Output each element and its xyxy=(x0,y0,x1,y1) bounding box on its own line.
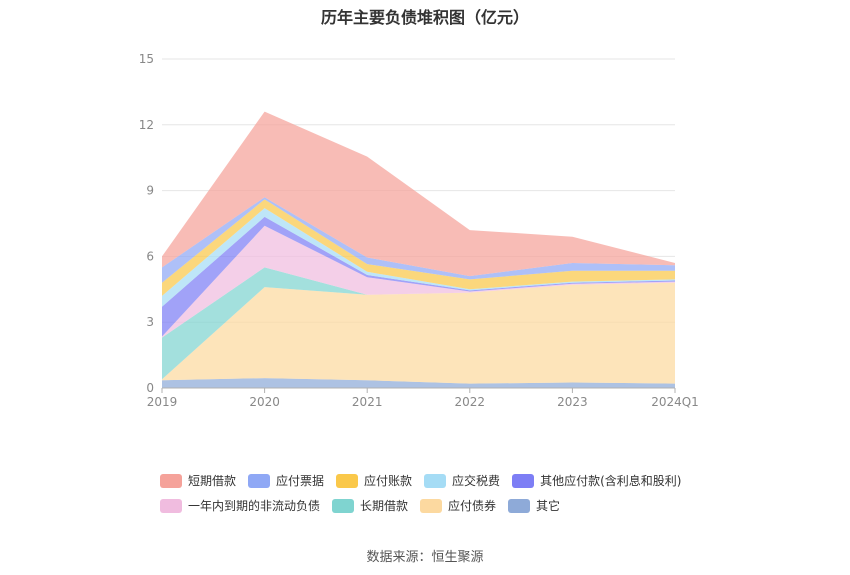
legend-swatch xyxy=(160,473,182,488)
legend-item[interactable]: 长期借款 xyxy=(332,497,408,514)
area-series-3[interactable] xyxy=(162,225,675,338)
legend-item[interactable]: 应付债券 xyxy=(420,497,496,514)
legend-swatch xyxy=(424,473,447,488)
y-tick-label: 6 xyxy=(146,249,154,263)
x-tick-label: 2021 xyxy=(352,395,383,409)
legend-item[interactable]: 应付账款 xyxy=(336,472,412,489)
y-tick-label: 12 xyxy=(139,118,154,132)
legend-label: 长期借款 xyxy=(360,499,409,513)
legend-item[interactable]: 一年内到期的非流动负债 xyxy=(160,497,320,514)
legend-label: 其他应付款(含利息和股利) xyxy=(540,474,682,488)
legend-label: 应付账款 xyxy=(364,474,413,488)
x-tick-label: 2022 xyxy=(455,395,486,409)
legend-label: 应交税费 xyxy=(452,474,501,488)
legend-label: 应付债券 xyxy=(448,499,497,513)
legend-swatch xyxy=(248,473,271,488)
x-tick-label: 2023 xyxy=(557,395,588,409)
y-tick-label: 0 xyxy=(146,381,154,395)
legend-label: 一年内到期的非流动负债 xyxy=(188,499,321,513)
legend-swatch xyxy=(160,498,182,513)
x-tick-label: 2024Q1 xyxy=(651,395,699,409)
area-series-6[interactable] xyxy=(162,199,675,296)
area-series-0[interactable] xyxy=(162,378,675,388)
x-tick-label: 2019 xyxy=(147,395,178,409)
legend-item[interactable]: 应交税费 xyxy=(424,472,500,489)
legend: 短期借款 应付票据 应付账款 应交税费 其他应付款(含利息和股利) 一年内到期的非流动负债… xyxy=(160,472,720,522)
y-tick-label: 9 xyxy=(146,184,154,198)
area-series-1[interactable] xyxy=(162,282,675,384)
y-tick-label: 3 xyxy=(146,315,154,329)
legend-swatch xyxy=(336,473,359,488)
legend-swatch xyxy=(508,498,531,513)
chart-title: 历年主要负债堆积图（亿元） xyxy=(320,8,529,27)
axes: 0 3 6 9 12 15 2019 2020 2021 2022 2023 2024Q1 xyxy=(139,52,699,409)
legend-swatch xyxy=(512,473,535,488)
x-tick-label: 2020 xyxy=(249,395,280,409)
legend-swatch xyxy=(332,498,355,513)
y-tick-label: 15 xyxy=(139,52,154,66)
legend-label: 应付票据 xyxy=(276,474,325,488)
legend-item[interactable]: 应付票据 xyxy=(248,472,324,489)
stacked-area-chart: 0 3 6 9 12 15 2019 2020 2021 2022 2023 2024Q1 xyxy=(139,52,699,409)
legend-swatch xyxy=(420,498,443,513)
legend-label: 其它 xyxy=(536,499,561,513)
legend-item[interactable]: 其他应付款(含利息和股利) xyxy=(512,472,681,489)
legend-item[interactable]: 其它 xyxy=(508,497,560,514)
legend-item[interactable]: 短期借款 xyxy=(160,472,236,489)
legend-label: 短期借款 xyxy=(188,474,237,488)
source-note: 数据来源：恒生聚源 xyxy=(366,550,484,565)
area-series-group xyxy=(162,111,675,388)
area-series-8[interactable] xyxy=(162,111,675,277)
